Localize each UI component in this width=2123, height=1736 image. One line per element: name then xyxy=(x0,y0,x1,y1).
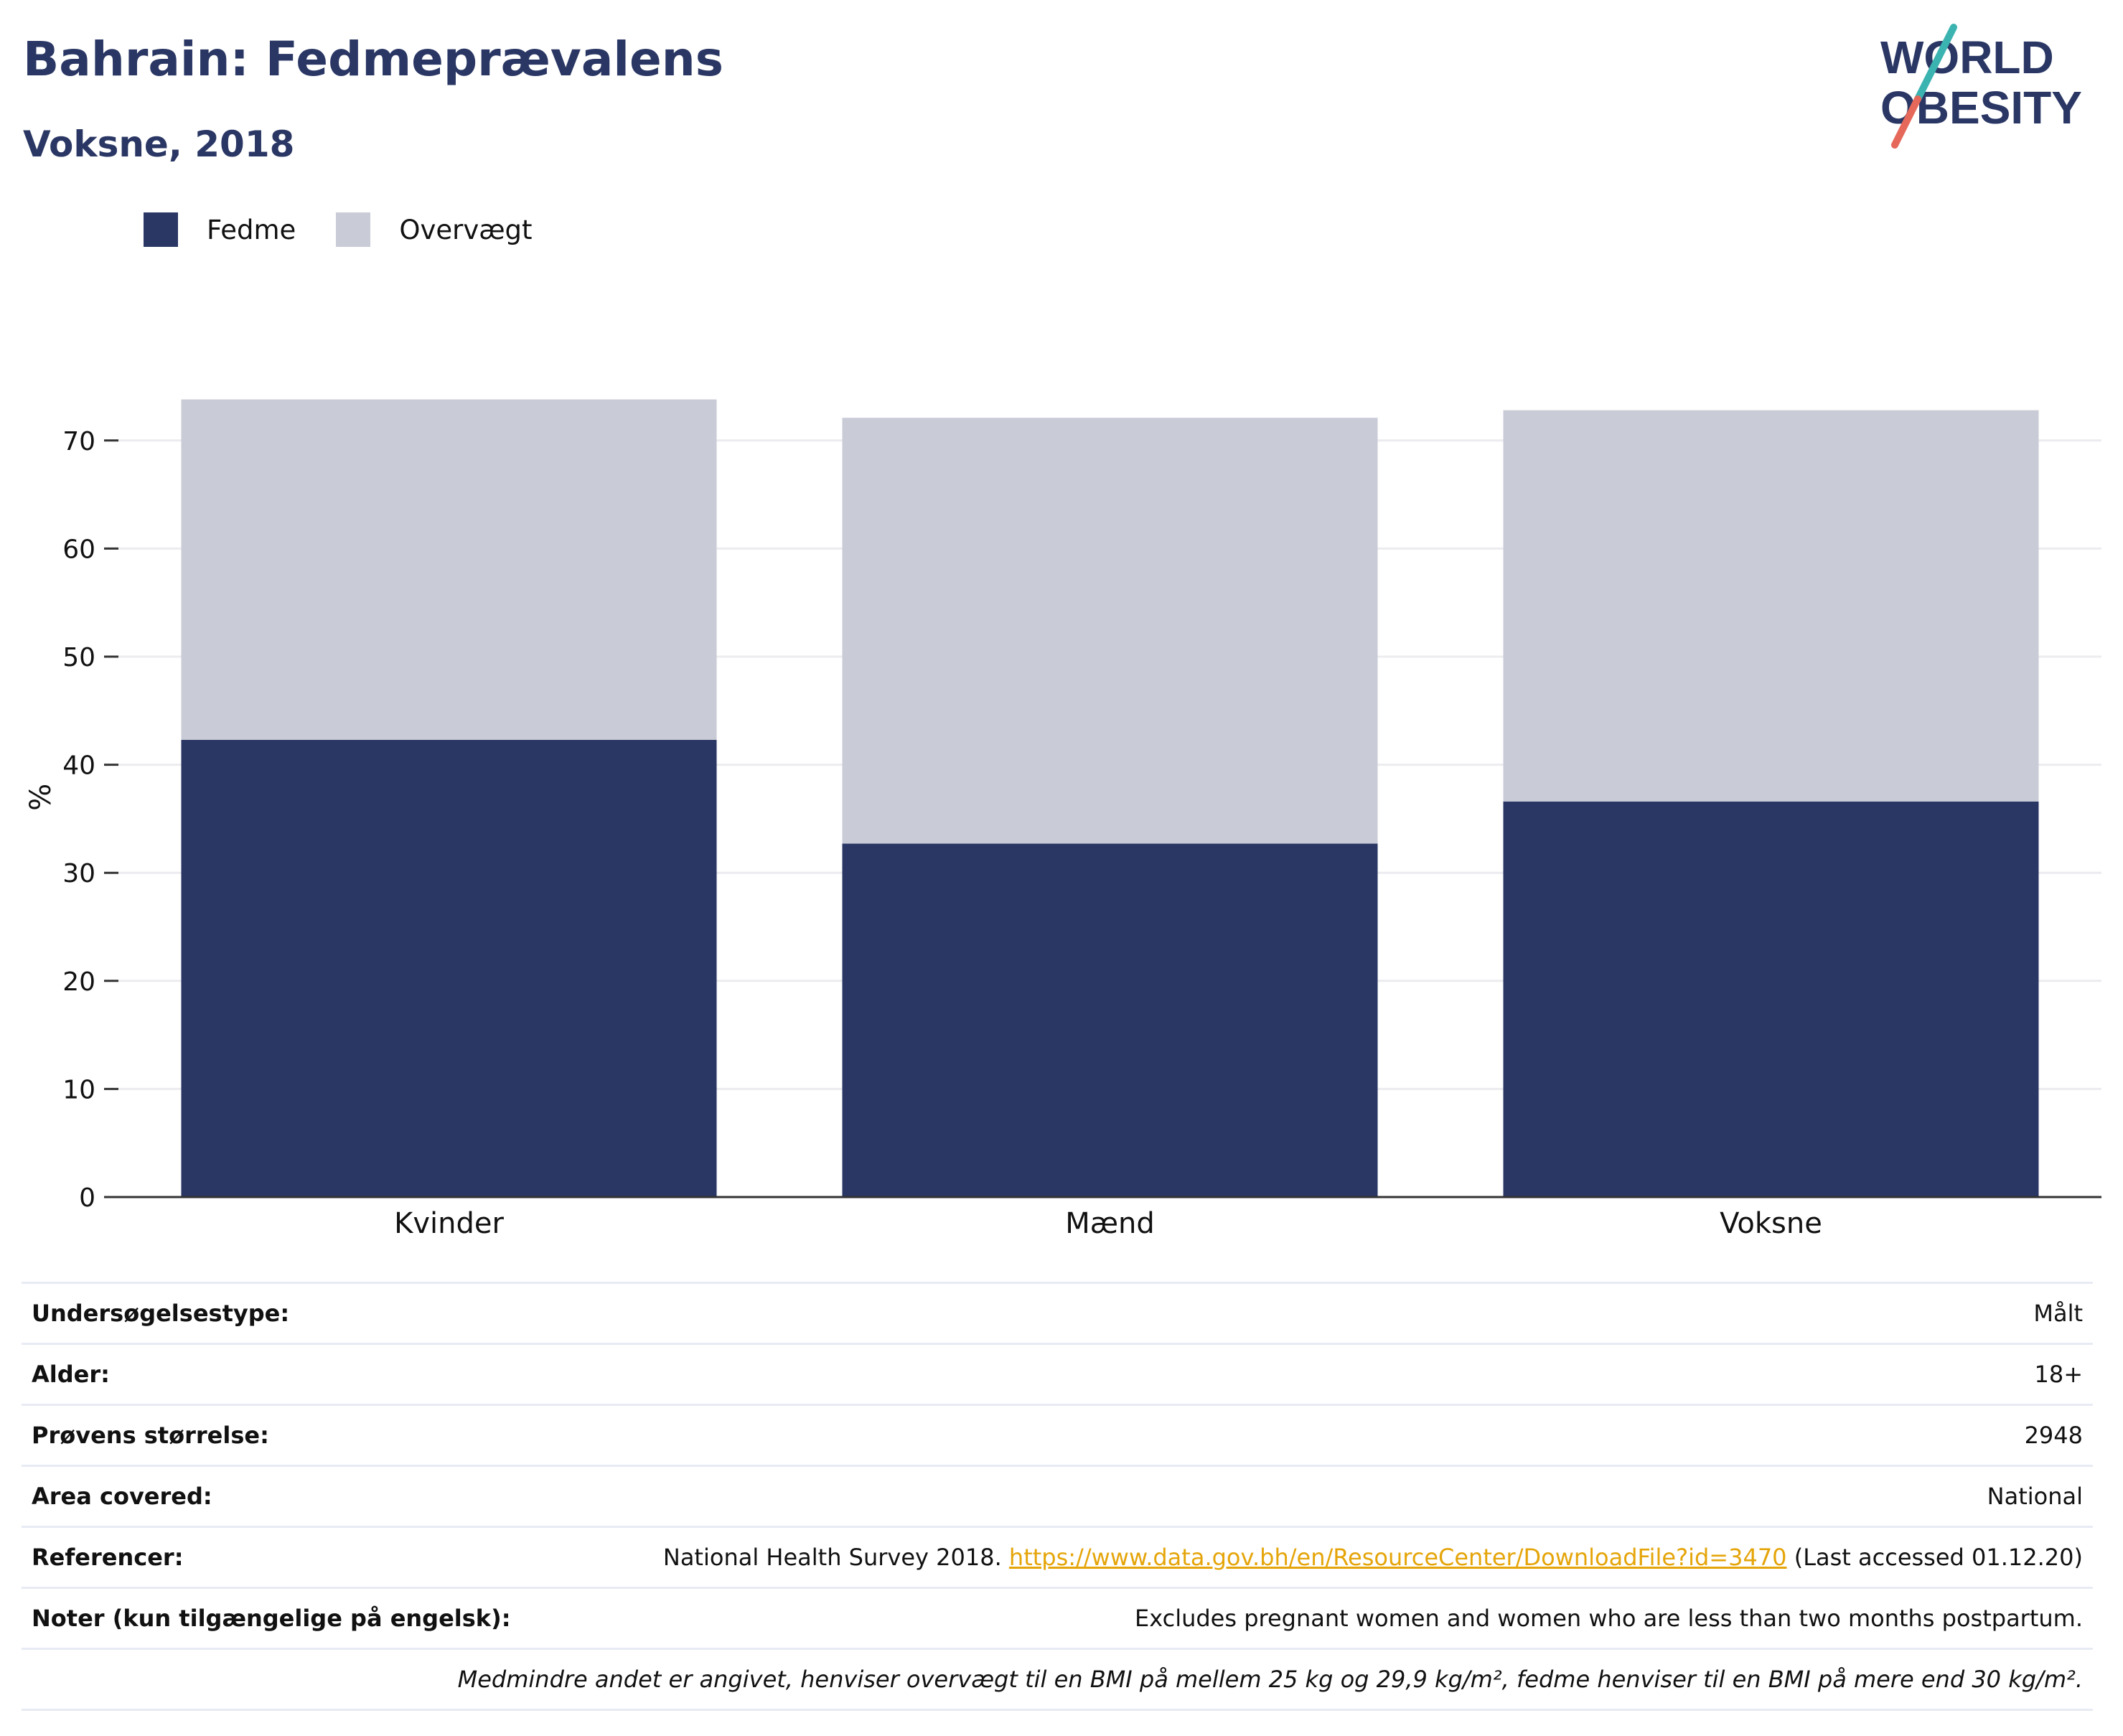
references-label: Referencer: xyxy=(22,1526,555,1588)
bar-overvægt-voksne xyxy=(1503,410,2039,802)
bar-fedme-mænd xyxy=(842,843,1378,1197)
y-tick-label-0: 0 xyxy=(79,1183,95,1213)
area-value: National xyxy=(554,1465,2093,1527)
references-value: National Health Survey 2018. https://www… xyxy=(554,1526,2093,1588)
y-tick-label-40: 40 xyxy=(62,751,95,781)
references-suffix: (Last accessed 01.12.20) xyxy=(1786,1544,2083,1571)
bar-overvægt-mænd xyxy=(842,418,1378,844)
legend-label-fedme: Fedme xyxy=(207,214,296,245)
info-row-age: Alder: 18+ xyxy=(22,1343,2093,1405)
age-value: 18+ xyxy=(554,1343,2093,1405)
x-tick-label-mænd: Mænd xyxy=(1065,1207,1155,1240)
y-tick-label-60: 60 xyxy=(62,535,95,564)
info-table: Undersøgelsestype: Målt Alder: 18+ Prøve… xyxy=(22,1282,2093,1711)
info-row-survey-type: Undersøgelsestype: Målt xyxy=(22,1282,2093,1344)
sample-size-value: 2948 xyxy=(554,1404,2093,1466)
notes-value: Excludes pregnant women and women who ar… xyxy=(554,1587,2093,1649)
y-tick-label-10: 10 xyxy=(62,1075,95,1104)
legend-item-fedme[interactable]: Fedme xyxy=(144,212,296,247)
bar-overvægt-kvinder xyxy=(181,399,717,740)
sample-size-label: Prøvens størrelse: xyxy=(22,1404,555,1466)
info-row-footnote: Medmindre andet er angivet, henviser ove… xyxy=(22,1648,2093,1711)
legend-swatch-fedme xyxy=(144,212,178,247)
y-tick-label-50: 50 xyxy=(62,643,95,672)
info-row-references: Referencer: National Health Survey 2018.… xyxy=(22,1526,2093,1588)
bar-fedme-voksne xyxy=(1503,801,2039,1197)
survey-type-value: Målt xyxy=(554,1282,2093,1344)
y-axis-label: % xyxy=(24,784,57,811)
notes-label: Noter (kun tilgængelige på engelsk): xyxy=(22,1587,555,1649)
info-row-sample-size: Prøvens størrelse: 2948 xyxy=(22,1404,2093,1466)
bar-chart: 0 10 20 30 40 50 60 70% Kvinder Mænd Voksne xyxy=(24,399,2101,1240)
x-tick-label-kvinder: Kvinder xyxy=(394,1207,504,1240)
chart-title: Bahrain: Fedmeprævalens xyxy=(23,32,724,87)
age-label: Alder: xyxy=(22,1343,555,1405)
svg-text:WORLD: WORLD xyxy=(1880,32,2054,83)
legend-label-overvaegt: Overvægt xyxy=(399,214,533,245)
world-obesity-logo: WORLD OBESITY xyxy=(1880,24,2082,149)
legend-item-overvaegt[interactable]: Overvægt xyxy=(336,212,533,247)
bar-fedme-kvinder xyxy=(181,739,717,1197)
y-tick-label-20: 20 xyxy=(62,967,95,997)
references-link[interactable]: https://www.data.gov.bh/en/ResourceCente… xyxy=(1008,1544,1787,1571)
y-tick-label-70: 70 xyxy=(62,427,95,456)
info-row-area: Area covered: National xyxy=(22,1465,2093,1527)
chart-subtitle: Voksne, 2018 xyxy=(23,123,295,165)
references-prefix: National Health Survey 2018. xyxy=(662,1544,1009,1571)
info-row-notes: Noter (kun tilgængelige på engelsk): Exc… xyxy=(22,1587,2093,1649)
x-tick-label-voksne: Voksne xyxy=(1720,1207,1822,1240)
y-tick-label-30: 30 xyxy=(62,859,95,888)
area-label: Area covered: xyxy=(22,1465,555,1527)
legend-swatch-overvaegt xyxy=(336,212,371,247)
footnote: Medmindre andet er angivet, henviser ove… xyxy=(22,1648,2093,1711)
survey-type-label: Undersøgelsestype: xyxy=(22,1282,555,1344)
chart-legend: Fedme Overvægt xyxy=(144,212,573,247)
